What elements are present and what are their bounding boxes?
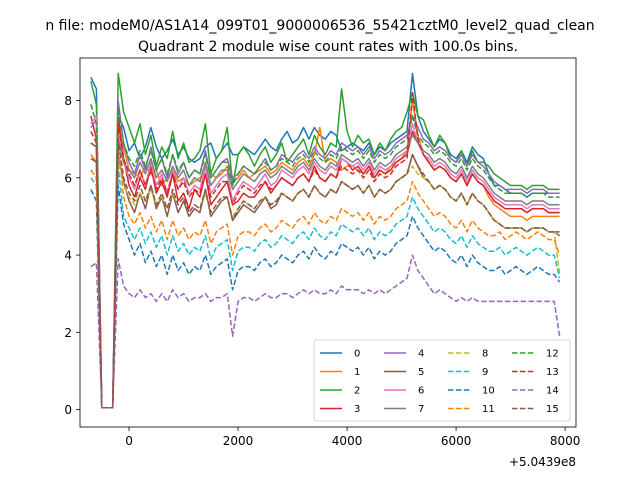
series-line-7 (90, 134, 560, 409)
legend-entry-2: 2 (320, 386, 360, 397)
legend-entry-7: 7 (384, 404, 424, 415)
x-axis: 0 2000 4000 6000 8000 (125, 427, 580, 448)
legend-entry-13: 13 (512, 367, 559, 378)
x-tick-label: 8000 (550, 434, 581, 448)
series-line-2 (90, 72, 560, 409)
legend-label: 13 (546, 367, 559, 378)
y-axis: 0 2 4 6 8 (64, 94, 80, 417)
x-tick-label: 6000 (441, 434, 472, 448)
x-tick-label: 2000 (223, 434, 254, 448)
x-tick-label: 4000 (332, 434, 363, 448)
axes-frame (79, 57, 577, 428)
chart-title: Quadrant 2 module wise count rates with … (138, 39, 518, 55)
legend-entry-6: 6 (384, 386, 424, 397)
series-line-15 (90, 138, 561, 409)
x-tick-label: 0 (125, 434, 133, 448)
legend-label: 1 (354, 367, 360, 378)
legend-entry-9: 9 (448, 367, 488, 378)
series-line-14 (90, 254, 561, 409)
legend-entry-4: 4 (384, 349, 424, 360)
legend-label: 14 (546, 386, 559, 397)
series-line-13 (90, 92, 560, 409)
legend-entry-10: 10 (448, 386, 495, 397)
legend-label: 12 (546, 349, 559, 360)
y-tick-label: 4 (64, 249, 72, 263)
legend-entry-15: 15 (512, 404, 559, 415)
legend-label: 15 (546, 404, 559, 415)
legend-label: 3 (354, 404, 360, 415)
legend-label: 4 (418, 349, 424, 360)
series-line-9 (90, 165, 561, 409)
figure-suptitle: n file: modeM0/AS1A14_099T01_9000006536_… (45, 18, 594, 34)
legend-label: 5 (418, 367, 424, 378)
series-line-11 (90, 142, 561, 409)
series-line-10 (90, 184, 561, 409)
legend-label: 8 (482, 349, 488, 360)
legend-label: 7 (418, 404, 424, 415)
legend-entry-5: 5 (384, 367, 424, 378)
legend-entry-8: 8 (448, 349, 488, 360)
legend-entry-11: 11 (448, 404, 495, 415)
plot-area: 0 2000 4000 6000 8000 0 2 4 6 8 +5.0439e8 (64, 57, 580, 469)
legend-entry-0: 0 (320, 349, 360, 360)
legend-label: 11 (482, 404, 495, 415)
y-tick-label: 8 (64, 94, 72, 108)
legend-entry-14: 14 (512, 386, 559, 397)
legend-label: 0 (354, 349, 360, 360)
legend-label: 2 (354, 386, 360, 397)
series-layer (90, 72, 561, 409)
legend-label: 6 (418, 386, 424, 397)
y-tick-label: 2 (64, 326, 72, 340)
y-tick-label: 0 (64, 403, 72, 417)
legend-entry-3: 3 (320, 404, 360, 415)
legend-frame (313, 339, 571, 422)
x-offset-label: +5.0439e8 (509, 455, 576, 469)
legend-entry-1: 1 (320, 367, 360, 378)
legend-label: 9 (482, 367, 488, 378)
legend-label: 10 (482, 386, 495, 397)
y-tick-label: 6 (64, 171, 72, 185)
legend-entry-12: 12 (512, 349, 559, 360)
